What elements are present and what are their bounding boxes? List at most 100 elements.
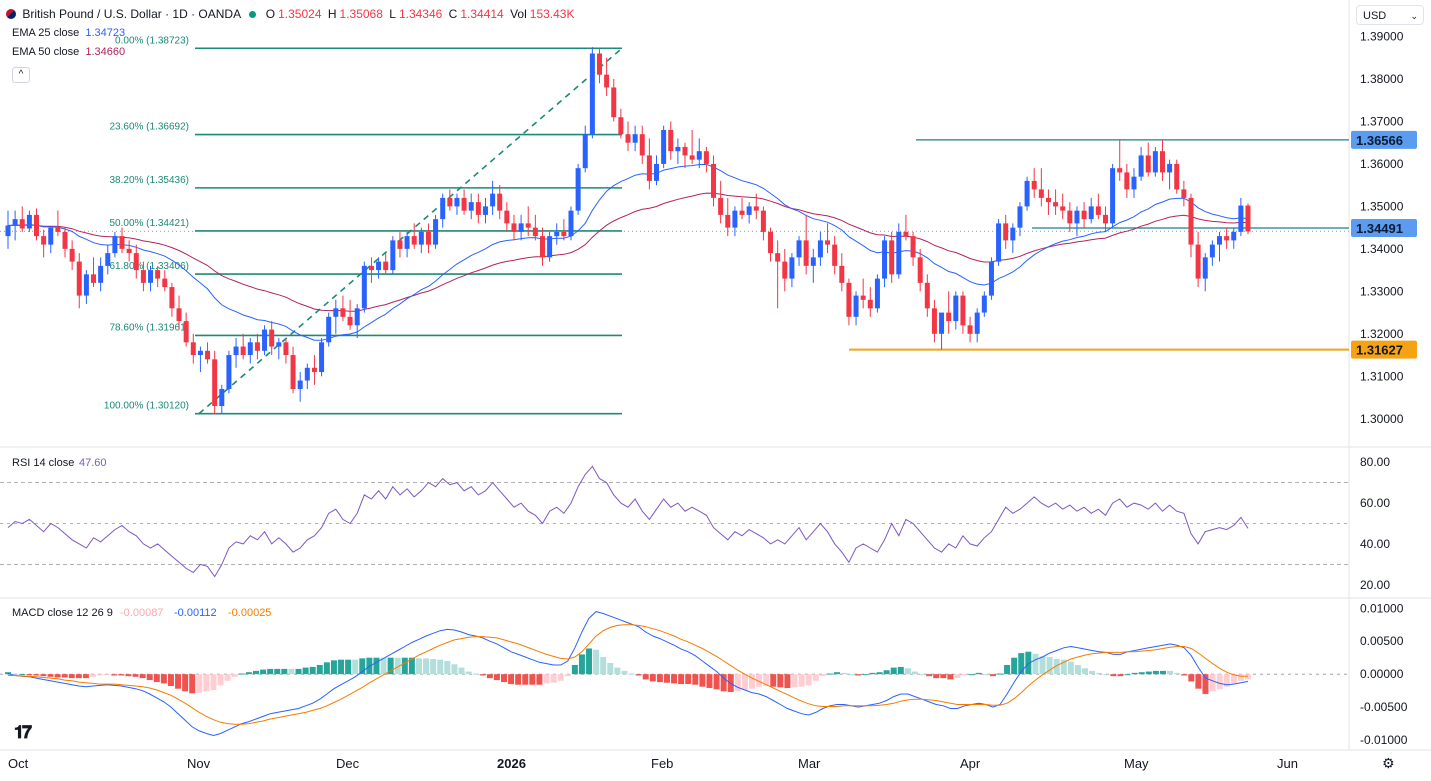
candle-body (1095, 206, 1101, 215)
candle-body (718, 197, 724, 215)
macd-histogram-bar (897, 666, 904, 675)
macd-histogram-bar (437, 659, 444, 675)
price-tag (1351, 130, 1417, 149)
macd-value: -0.00087 (120, 607, 163, 619)
macd-histogram-bar (734, 674, 741, 692)
price-tick-label: 1.38000 (1360, 72, 1404, 86)
macd-histogram-bar (1223, 674, 1230, 687)
candle-body (917, 257, 923, 283)
macd-histogram-bar (1202, 674, 1209, 694)
candle-body (205, 350, 211, 360)
candle-body (882, 240, 888, 279)
candle-body (554, 231, 560, 237)
ema50-line (7, 192, 1249, 312)
macd-histogram-bar (373, 657, 380, 675)
ema50-legend[interactable]: EMA 50 close 1.34660 (12, 46, 128, 58)
macd-histogram-bar (826, 673, 833, 675)
macd-line (7, 611, 1249, 737)
macd-histogram-bar (1011, 657, 1018, 675)
macd-histogram-bar (749, 674, 755, 689)
macd-histogram-bar (486, 674, 493, 679)
macd-histogram-bar (302, 667, 309, 675)
macd-histogram-bar (614, 667, 621, 675)
macd-histogram-bar (720, 674, 727, 692)
candle-body (219, 389, 225, 407)
time-axis-label: Jun (1277, 756, 1298, 771)
macd-histogram-bar (635, 674, 642, 676)
macd-histogram-bar (408, 657, 415, 675)
candle-body (803, 240, 809, 266)
candle-body (254, 342, 260, 351)
gear-icon[interactable]: ⚙ (1382, 755, 1395, 771)
candle-body (775, 253, 781, 262)
macd-histogram-bar (288, 668, 295, 675)
candle-body (504, 210, 510, 224)
candle-body (297, 380, 303, 390)
candle-body (1209, 244, 1215, 258)
candle-body (440, 197, 446, 220)
candle-body (1138, 155, 1144, 177)
candle-body (83, 274, 89, 296)
macd-histogram-bar (805, 674, 812, 686)
symbol-legend[interactable]: British Pound / U.S. Dollar · 1D · OANDA… (6, 7, 577, 21)
candle-body (155, 270, 161, 279)
candle-body (1231, 231, 1237, 241)
candle-body (518, 223, 524, 232)
candle-body (1088, 206, 1094, 220)
macd-histogram-bar (196, 674, 203, 693)
macd-histogram-bar (26, 674, 33, 676)
macd-histogram-bar (167, 674, 174, 687)
macd-histogram-bar (1110, 674, 1117, 677)
fibonacci-retracement: 0.00% (1.38723) 23.60% (1.36692) 38.20% (1… (104, 35, 623, 415)
macd-histogram-bar (33, 674, 40, 676)
candle-body (596, 53, 602, 75)
macd-histogram-bar (904, 668, 911, 675)
candle-body (1024, 180, 1030, 207)
fib-level-label: 23.60% (1.36692) (109, 122, 189, 133)
candle-body (361, 265, 367, 309)
ema25-legend[interactable]: EMA 25 close 1.34723 (12, 27, 128, 39)
candle-body (34, 214, 40, 237)
macd-histogram-bar (82, 674, 89, 679)
candle-body (539, 236, 545, 258)
macd-histogram-bar (571, 664, 578, 675)
macd-histogram-bar (401, 657, 408, 675)
candle-body (240, 346, 246, 356)
macd-tick-label: 0.01000 (1360, 601, 1404, 615)
macd-histogram-bar (926, 674, 933, 677)
collapse-icon[interactable]: ^ (12, 67, 30, 83)
macd-tick-label: 0.00000 (1360, 667, 1404, 681)
rsi-title: RSI 14 close (12, 457, 74, 469)
tradingview-logo-icon[interactable]: 𝟏𝟕 (14, 722, 32, 743)
macd-histogram-bar (1124, 674, 1131, 676)
price-tick-label: 1.30000 (1360, 412, 1404, 426)
time-axis-label: Mar (798, 756, 821, 771)
macd-histogram-bar (1082, 668, 1089, 675)
macd-histogram-bar (663, 674, 670, 683)
macd-histogram-bar (819, 674, 826, 677)
macd-histogram-bar (784, 674, 791, 689)
macd-histogram-bar (607, 662, 614, 675)
macd-histogram-bar (911, 671, 918, 675)
candle-body (789, 257, 795, 279)
close-value: 1.34414 (460, 7, 504, 21)
currency-value: USD (1363, 10, 1387, 22)
candle-body (689, 155, 695, 160)
candle-body (183, 321, 189, 343)
candle-body (290, 355, 296, 390)
time-axis-label: 2026 (497, 756, 526, 771)
currency-select[interactable]: USD ⌄ (1356, 5, 1424, 25)
fib-level-label: 50.00% (1.34421) (109, 218, 189, 229)
macd-histogram-bar (508, 674, 515, 685)
macd-histogram-bar (550, 674, 557, 683)
macd-tick-label: -0.01000 (1360, 733, 1408, 747)
macd-histogram-bar (68, 674, 75, 679)
candle-body (262, 329, 268, 351)
macd-histogram-bar (1216, 674, 1223, 690)
fib-trend-line (198, 47, 623, 415)
macd-histogram-bar (189, 674, 196, 694)
candle-body (497, 193, 503, 211)
candle-body (946, 312, 952, 322)
fib-level-label: 61.80% (1.33406) (109, 261, 189, 272)
